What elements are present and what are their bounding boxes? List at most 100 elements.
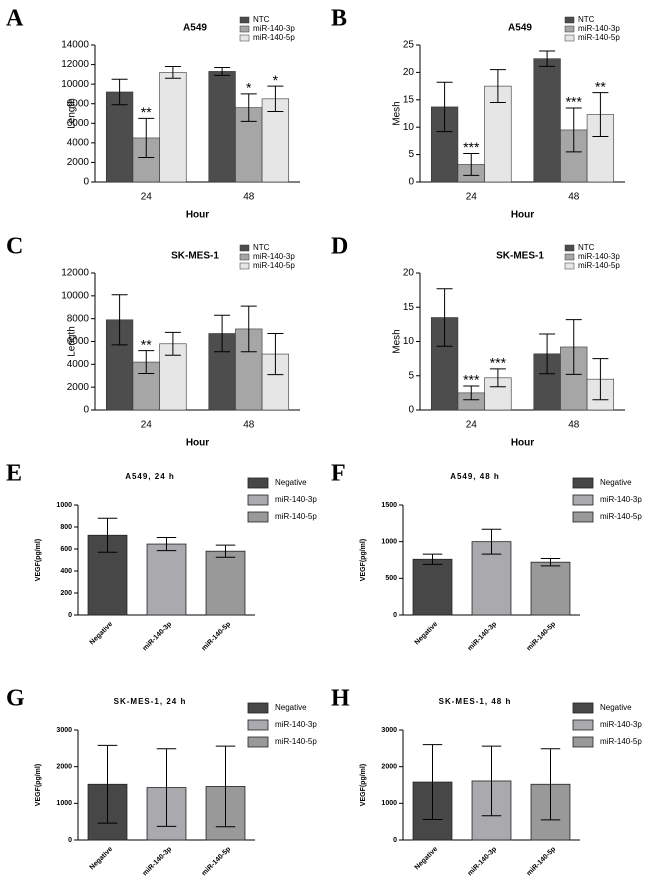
legend-swatch bbox=[239, 34, 250, 42]
y-tick-label: 400 bbox=[60, 568, 72, 575]
x-tick-label: 48 bbox=[568, 420, 580, 431]
chart-title: A549 bbox=[508, 23, 532, 34]
y-tick-label: 2000 bbox=[381, 764, 397, 771]
x-axis-label: Hour bbox=[511, 438, 534, 449]
panel-letter: G bbox=[6, 686, 25, 712]
legend-label: miR-140-3p bbox=[253, 252, 295, 261]
chart-title: SK-MES-1 bbox=[171, 251, 219, 262]
legend-label: miR-140-3p bbox=[578, 252, 620, 261]
x-tick-label: 24 bbox=[141, 192, 153, 203]
y-tick-label: 2000 bbox=[67, 157, 90, 168]
error-bar bbox=[240, 93, 257, 122]
legend-swatch bbox=[247, 736, 269, 748]
y-tick-label: 2000 bbox=[56, 764, 72, 771]
y-tick-label: 14000 bbox=[61, 40, 89, 51]
error-bar bbox=[481, 745, 502, 817]
error-bar bbox=[540, 748, 561, 821]
chart-title: A549, 48 h bbox=[450, 472, 500, 481]
panel-letter: E bbox=[6, 461, 22, 487]
error-bar bbox=[463, 385, 480, 401]
significance: *** bbox=[463, 139, 480, 155]
x-tick-label: miR-140-5p bbox=[201, 621, 233, 653]
y-tick-label: 10000 bbox=[61, 290, 89, 301]
legend-label: miR-140-5p bbox=[275, 737, 317, 746]
x-tick-label: Negative bbox=[89, 846, 115, 872]
x-tick-label: miR-140-5p bbox=[526, 846, 558, 878]
significance: *** bbox=[566, 94, 583, 110]
significance: ** bbox=[141, 104, 152, 120]
error-bar bbox=[97, 744, 118, 824]
y-tick-label: 500 bbox=[385, 575, 397, 582]
legend-swatch bbox=[247, 511, 269, 523]
error-bar bbox=[111, 294, 128, 346]
error-bar bbox=[164, 66, 181, 79]
y-tick-label: 6000 bbox=[67, 118, 90, 129]
panel-letter: C bbox=[6, 234, 23, 260]
x-axis-label: Hour bbox=[186, 210, 209, 221]
y-tick-label: 0 bbox=[408, 177, 414, 188]
legend-swatch bbox=[247, 702, 269, 714]
legend-swatch bbox=[239, 244, 250, 252]
legend-swatch bbox=[572, 736, 594, 748]
y-tick-label: 10000 bbox=[61, 79, 89, 90]
y-tick-label: 1000 bbox=[381, 800, 397, 807]
error-bar bbox=[565, 319, 582, 375]
x-tick-label: miR-140-3p bbox=[467, 621, 499, 653]
legend-swatch bbox=[564, 34, 575, 42]
chart-title: A549 bbox=[183, 23, 207, 34]
bar bbox=[205, 550, 246, 616]
legend-swatch bbox=[572, 511, 594, 523]
y-tick-label: 0 bbox=[68, 612, 72, 619]
y-tick-label: 1500 bbox=[381, 502, 397, 509]
error-bar bbox=[138, 350, 155, 374]
significance: * bbox=[246, 80, 252, 96]
y-axis-label: VEGF(pg/ml) bbox=[360, 764, 367, 806]
legend-swatch bbox=[572, 494, 594, 506]
legend-swatch bbox=[572, 702, 594, 714]
x-axis-label: Hour bbox=[511, 210, 534, 221]
legend-swatch bbox=[247, 477, 269, 489]
legend-swatch bbox=[247, 719, 269, 731]
y-tick-label: 0 bbox=[393, 837, 397, 844]
y-tick-label: 10 bbox=[403, 122, 415, 133]
legend-label: miR-140-3p bbox=[600, 495, 642, 504]
legend-label: miR-140-5p bbox=[600, 737, 642, 746]
legend-label: miR-140-3p bbox=[600, 720, 642, 729]
error-bar bbox=[164, 331, 181, 356]
error-bar bbox=[592, 358, 609, 401]
y-axis-label: VEGF(pg/ml) bbox=[360, 539, 367, 581]
x-tick-label: miR-140-5p bbox=[526, 621, 558, 653]
significance: *** bbox=[490, 355, 507, 371]
bar bbox=[105, 91, 134, 183]
x-tick-label: Negative bbox=[414, 621, 440, 647]
legend-label: miR-140-5p bbox=[275, 512, 317, 521]
error-bar bbox=[97, 517, 118, 553]
legend-swatch bbox=[239, 16, 250, 24]
legend-swatch bbox=[572, 719, 594, 731]
x-tick-label: miR-140-3p bbox=[142, 846, 174, 878]
bar bbox=[530, 561, 571, 616]
error-bar bbox=[539, 50, 556, 67]
y-tick-label: 25 bbox=[403, 40, 415, 51]
legend-label: NTC bbox=[578, 243, 595, 252]
y-tick-label: 1000 bbox=[56, 800, 72, 807]
error-bar bbox=[436, 81, 453, 133]
error-bar bbox=[156, 748, 177, 827]
chart-title: A549, 24 h bbox=[125, 472, 175, 481]
y-tick-label: 800 bbox=[60, 524, 72, 531]
chart-title: SK-MES-1, 48 h bbox=[439, 697, 512, 706]
bar bbox=[533, 58, 561, 183]
legend-label: Negative bbox=[600, 478, 632, 487]
significance: *** bbox=[463, 372, 480, 388]
panel-letter: H bbox=[331, 686, 350, 712]
y-tick-label: 0 bbox=[393, 612, 397, 619]
y-tick-label: 6000 bbox=[67, 336, 90, 347]
legend-label: miR-140-5p bbox=[253, 261, 295, 270]
error-bar bbox=[481, 528, 502, 555]
legend-label: miR-140-5p bbox=[600, 512, 642, 521]
legend-label: miR-140-5p bbox=[253, 33, 295, 42]
bar bbox=[159, 72, 187, 183]
x-tick-label: miR-140-3p bbox=[467, 846, 499, 878]
x-tick-label: 24 bbox=[466, 192, 478, 203]
y-tick-label: 3000 bbox=[381, 727, 397, 734]
